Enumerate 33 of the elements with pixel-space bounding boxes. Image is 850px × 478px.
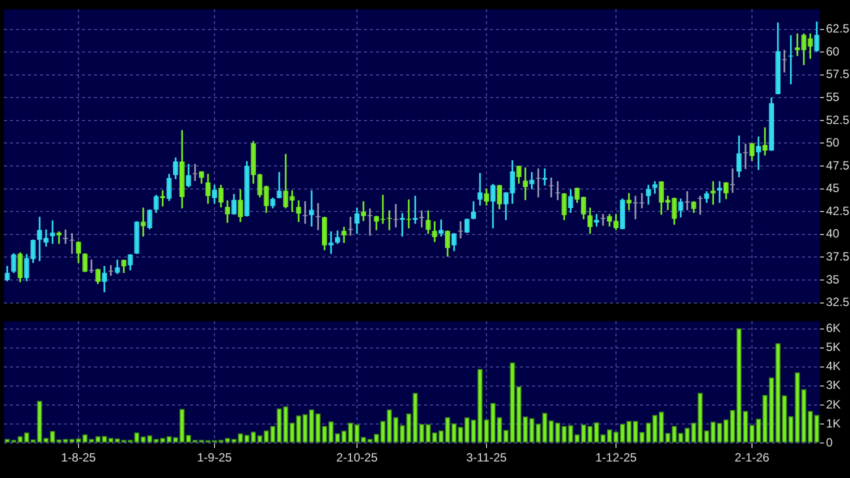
x-tick-label: 3-11-25 — [466, 450, 508, 465]
y-tick-label: 2K — [826, 397, 841, 412]
y-tick-label: 52.5 — [826, 112, 850, 127]
y-tick-label: 50 — [826, 136, 840, 150]
y-tick-label: 55 — [826, 90, 840, 104]
candlestick — [360, 201, 366, 222]
y-tick-label: 42.5 — [826, 204, 850, 218]
y-tick-label: 57.5 — [826, 67, 850, 82]
y-tick-label: 1K — [826, 416, 841, 430]
x-tick-label: 2-1-26 — [734, 450, 770, 465]
y-tick-label: 6K — [826, 321, 841, 336]
y-tick-label: 35 — [826, 272, 840, 286]
candlestick — [477, 172, 483, 206]
y-tick-label: 47.5 — [826, 158, 850, 172]
y-tick-label: 40 — [826, 226, 840, 241]
x-tick-label: 1-12-25 — [595, 450, 637, 465]
candlestick — [62, 230, 68, 244]
y-tick-label: 37.5 — [826, 250, 850, 264]
y-tick-label: 5K — [826, 340, 841, 354]
x-tick-label: 1-9-25 — [197, 450, 232, 465]
y-tick-label: 45 — [826, 181, 840, 196]
candlestick — [762, 127, 768, 156]
y-tick-label: 3K — [826, 378, 841, 392]
candlestick — [328, 231, 334, 254]
x-tick-label: 1-8-25 — [61, 450, 96, 465]
y-tick-label: 62.5 — [826, 22, 850, 36]
y-tick-label: 0 — [826, 435, 833, 450]
candlestick — [56, 231, 62, 244]
x-tick-label: 2-10-25 — [336, 450, 378, 465]
y-tick-label: 60 — [826, 44, 840, 58]
y-tick-label: 4K — [826, 359, 841, 374]
candlestick — [756, 136, 762, 170]
y-tick-label: 32.5 — [826, 295, 850, 310]
